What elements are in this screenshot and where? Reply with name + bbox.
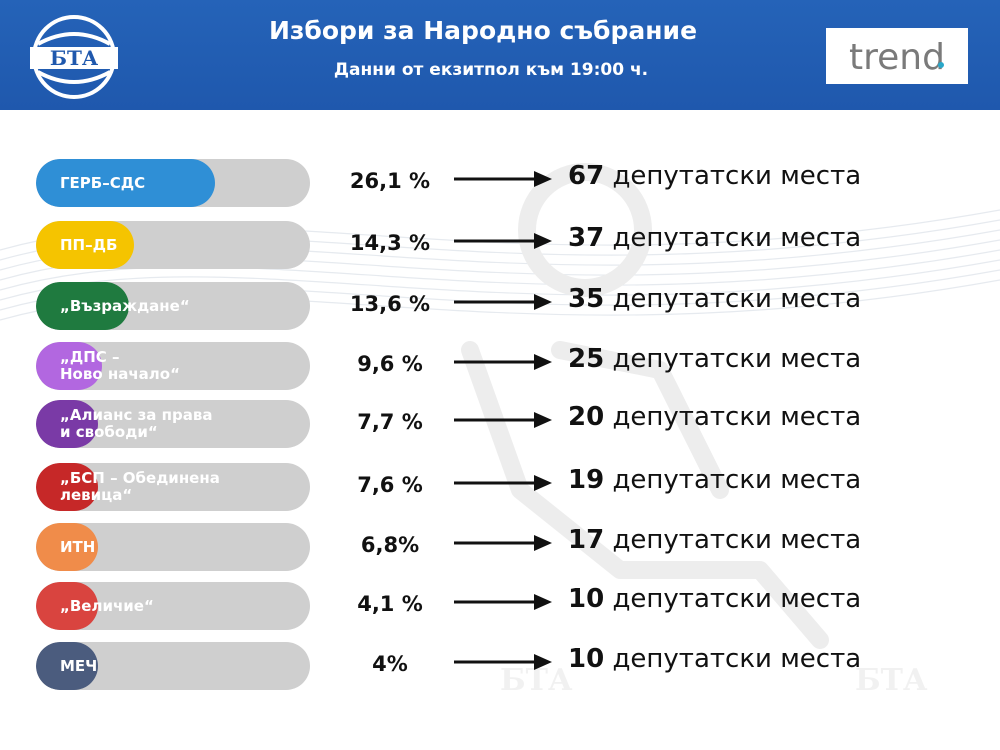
- party-row: „Величие“ 4,1 % 10 депутатски места: [0, 582, 1000, 636]
- bar-track: МЕЧ: [36, 642, 310, 690]
- seats-text: депутатски места: [604, 402, 862, 432]
- svg-text:БТА: БТА: [855, 110, 928, 118]
- seats-text: депутатски места: [604, 223, 862, 253]
- party-label: ГЕРБ–СДС: [60, 173, 146, 192]
- seats-text: депутатски места: [604, 344, 862, 374]
- bar-track: ИТН: [36, 523, 310, 571]
- seats-count: 67: [568, 161, 605, 191]
- arrow-icon: [454, 535, 552, 551]
- seats-text: депутатски места: [604, 584, 862, 614]
- bar-track: ПП–ДБ: [36, 221, 310, 269]
- party-label: МЕЧ: [60, 656, 98, 675]
- percent-label: 4%: [372, 652, 408, 676]
- party-row: „Алианс за права и свободи“ 7,7 % 20 депут…: [0, 400, 1000, 454]
- party-row: „БСП – Обединена левица“ 7,6 % 19 депутатс…: [0, 463, 1000, 517]
- arrow-icon: [454, 233, 552, 249]
- percent-label: 6,8%: [360, 533, 420, 557]
- percent-label: 7,6 %: [357, 473, 423, 497]
- party-label: „Възраждане“: [60, 296, 190, 315]
- party-label: „БСП – Обединена левица“: [60, 469, 220, 504]
- svg-text:БТА: БТА: [855, 663, 928, 698]
- seats-label: 67 депутатски места: [568, 161, 861, 191]
- bar-track: „Алианс за права и свободи“: [36, 400, 310, 448]
- party-row: МЕЧ 4% 10 депутатски места: [0, 642, 1000, 696]
- party-label: „ДПС – Ново начало“: [60, 348, 180, 383]
- seats-label: 20 депутатски места: [568, 402, 861, 432]
- bar-track: „БСП – Обединена левица“: [36, 463, 310, 511]
- percent-label: 13,6 %: [349, 292, 431, 316]
- bar: [36, 463, 98, 511]
- percent-label: 14,3 %: [349, 231, 431, 255]
- arrow-icon: [454, 654, 552, 670]
- bar: [36, 159, 215, 207]
- seats-count: 17: [568, 525, 605, 555]
- arrow-icon: [454, 171, 552, 187]
- svg-text:БТА: БТА: [50, 46, 99, 70]
- header-banner: БТА Избори за Народно събрание Данни от …: [0, 0, 1000, 110]
- seats-label: 35 депутатски места: [568, 284, 861, 314]
- percent-label: 7,7 %: [357, 410, 423, 434]
- party-label: ИТН: [60, 537, 96, 556]
- seats-count: 10: [568, 644, 605, 674]
- svg-text:БТА: БТА: [150, 110, 223, 118]
- seats-count: 25: [568, 344, 605, 374]
- party-row: ГЕРБ–СДС 26,1 % 67 депутатски места: [0, 159, 1000, 213]
- bar-track: „ДПС – Ново начало“: [36, 342, 310, 390]
- percent-label: 26,1 %: [349, 169, 431, 193]
- seats-count: 37: [568, 223, 605, 253]
- seats-count: 19: [568, 465, 605, 495]
- seats-label: 19 депутатски места: [568, 465, 861, 495]
- bar: [36, 400, 98, 448]
- bar-track: „Величие“: [36, 582, 310, 630]
- page-subtitle: Данни от екзитпол към 19:00 ч.: [333, 60, 649, 80]
- seats-label: 25 депутатски места: [568, 344, 861, 374]
- party-label: „Алианс за права и свободи“: [60, 406, 213, 441]
- bar: [36, 523, 98, 571]
- party-row: ИТН 6,8% 17 депутатски места: [0, 523, 1000, 577]
- svg-text:trend: trend: [849, 37, 945, 78]
- seats-count: 10: [568, 584, 605, 614]
- arrow-icon: [454, 475, 552, 491]
- seats-label: 10 депутатски места: [568, 584, 861, 614]
- bar-track: „Възраждане“: [36, 282, 310, 330]
- seats-label: 37 депутатски места: [568, 223, 861, 253]
- party-label: ПП–ДБ: [60, 235, 118, 254]
- trend-logo: trend: [826, 28, 968, 84]
- page-title: Избори за Народно събрание: [268, 16, 698, 45]
- seats-label: 10 депутатски места: [568, 644, 861, 674]
- arrow-icon: [454, 412, 552, 428]
- party-row: ПП–ДБ 14,3 % 37 депутатски места: [0, 221, 1000, 275]
- party-row: „ДПС – Ново начало“ 9,6 % 25 депутатски ме…: [0, 342, 1000, 396]
- arrow-icon: [454, 294, 552, 310]
- bta-logo: БТА: [24, 14, 124, 100]
- bar: [36, 642, 98, 690]
- seats-count: 35: [568, 284, 605, 314]
- bar: [36, 282, 130, 330]
- arrow-icon: [454, 354, 552, 370]
- seats-count: 20: [568, 402, 605, 432]
- seats-text: депутатски места: [604, 284, 862, 314]
- arrow-icon: [454, 594, 552, 610]
- bar: [36, 582, 98, 630]
- bar-track: ГЕРБ–СДС: [36, 159, 310, 207]
- party-label: „Величие“: [60, 596, 154, 615]
- seats-text: депутатски места: [604, 465, 862, 495]
- bar: [36, 221, 134, 269]
- seats-text: депутатски места: [604, 525, 862, 555]
- svg-text:БТА: БТА: [500, 110, 573, 118]
- seats-text: депутатски места: [604, 644, 862, 674]
- bar: [36, 342, 102, 390]
- seats-text: депутатски места: [604, 161, 862, 191]
- seats-label: 17 депутатски места: [568, 525, 861, 555]
- percent-label: 4,1 %: [357, 592, 423, 616]
- party-row: „Възраждане“ 13,6 % 35 депутатски места: [0, 282, 1000, 336]
- percent-label: 9,6 %: [357, 352, 423, 376]
